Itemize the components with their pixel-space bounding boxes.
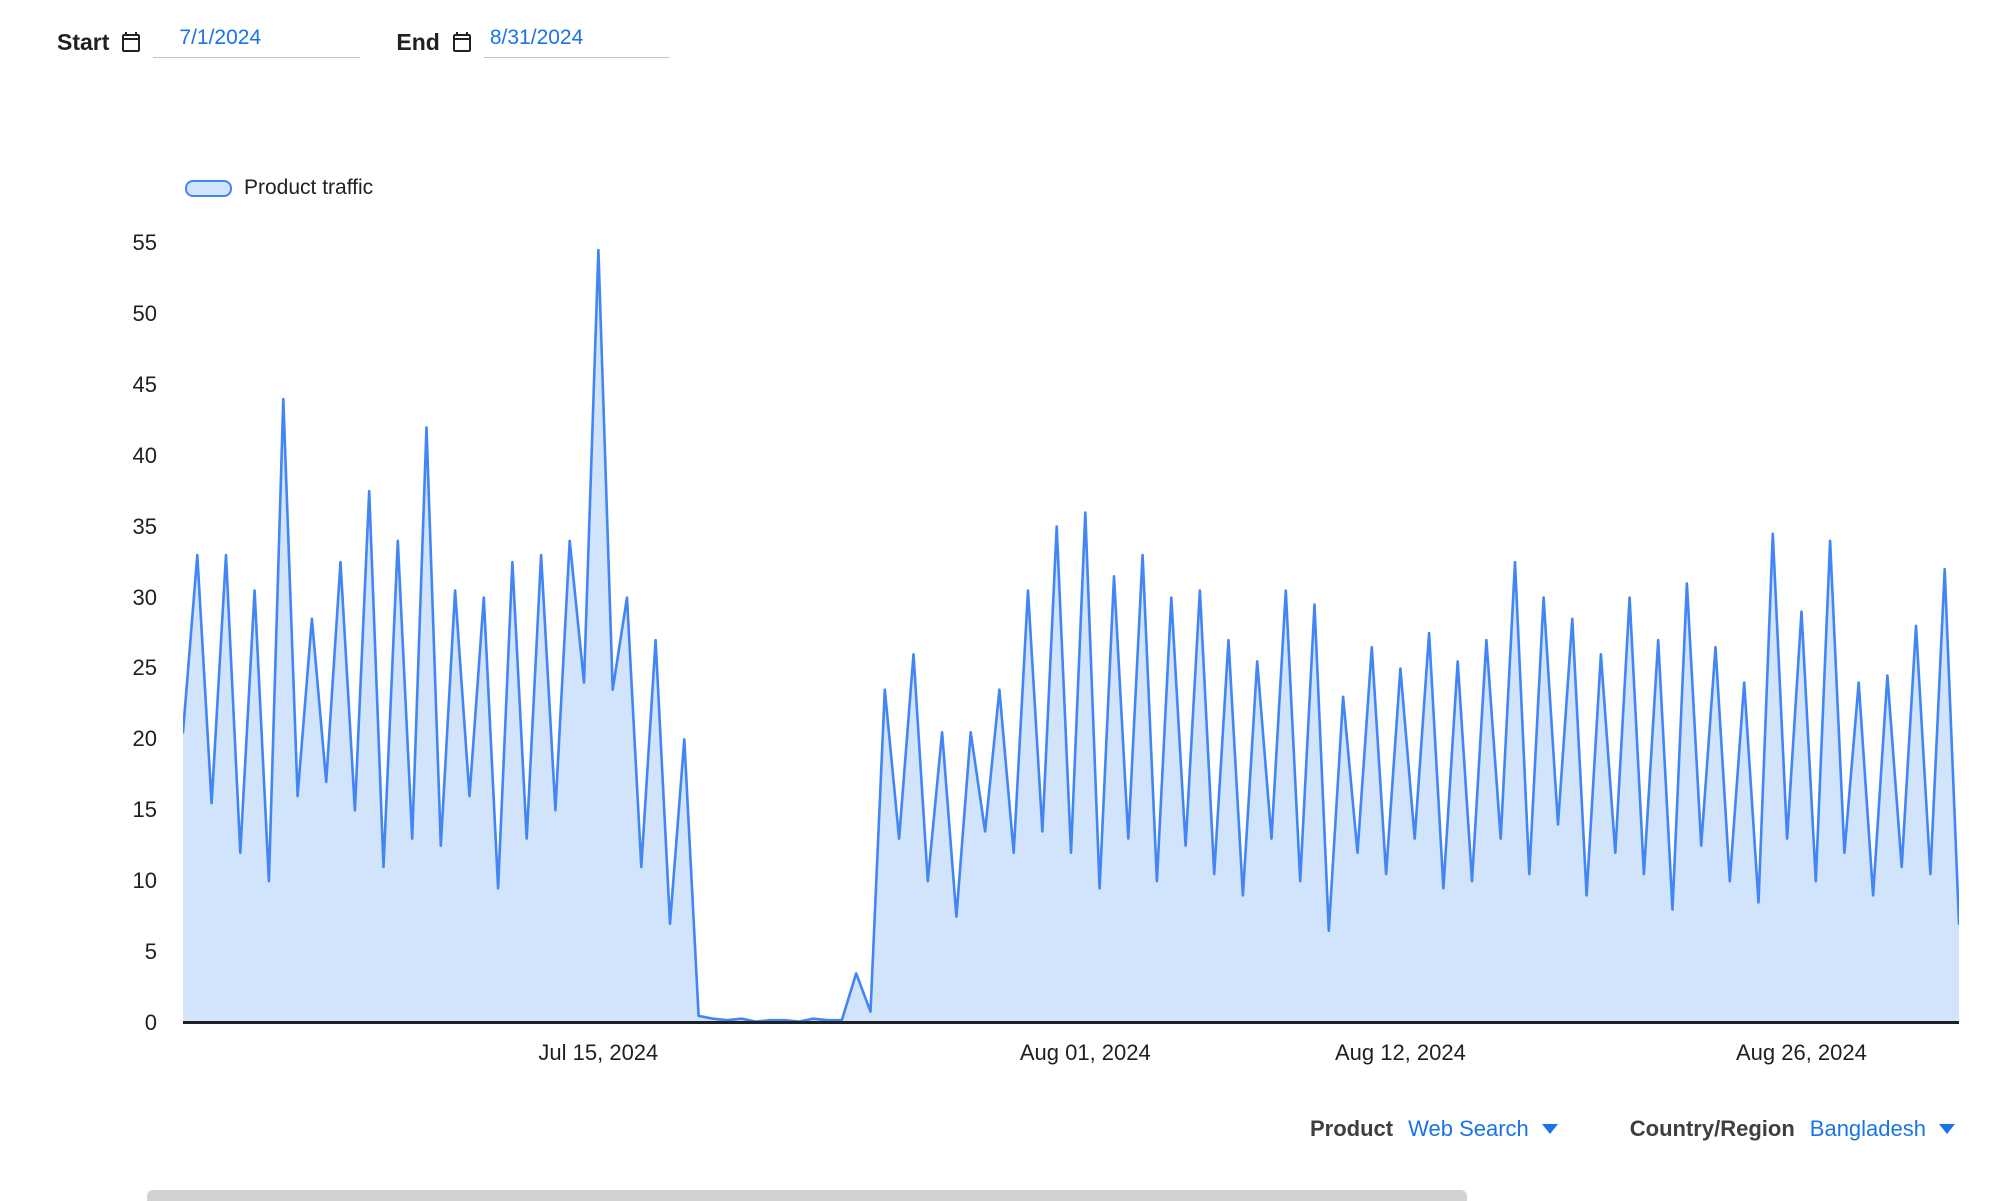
x-axis-label: Aug 26, 2024 [1735, 1040, 1867, 1065]
y-axis-label: 10 [132, 868, 157, 894]
end-calendar-icon[interactable] [450, 30, 474, 54]
product-filter-label: Product [1310, 1116, 1394, 1141]
y-axis-label: 40 [132, 442, 157, 468]
y-axis: 0 5 10 15 20 25 30 35 40 45 50 55 [70, 230, 157, 1035]
country-dropdown[interactable]: Bangladesh [1810, 1116, 1955, 1142]
y-axis-label: 15 [132, 797, 157, 823]
y-axis-label: 25 [132, 655, 157, 681]
y-axis-label: 35 [132, 513, 157, 539]
filters-bar: Product Web Search Country/Region Bangla… [1310, 1116, 1955, 1142]
y-axis-label: 20 [132, 726, 157, 752]
x-axis-line [183, 1021, 1959, 1024]
start-calendar-icon[interactable] [119, 30, 143, 54]
end-date-input[interactable]: 8/31/2024 [483, 26, 670, 58]
chevron-down-icon [1939, 1124, 1955, 1134]
legend-label: Product traffic [244, 176, 374, 199]
area-fill [183, 250, 1959, 1023]
date-range-controls: Start 7/1/2024 End 8/31/2024 [57, 26, 670, 58]
chevron-down-icon [1541, 1124, 1558, 1134]
series-line [183, 248, 1959, 1023]
y-axis-label: 45 [132, 371, 157, 397]
horizontal-scrollbar[interactable] [147, 1190, 1467, 1201]
end-date-label: End [396, 28, 440, 55]
start-date-input[interactable]: 7/1/2024 [153, 26, 361, 58]
country-filter-label: Country/Region [1629, 1116, 1795, 1141]
y-axis-label: 0 [144, 1010, 157, 1035]
x-axis-label: Aug 12, 2024 [1334, 1040, 1466, 1065]
x-axis-label: Aug 01, 2024 [1019, 1040, 1151, 1065]
chart-legend: Product traffic [185, 176, 373, 200]
product-dropdown-value: Web Search [1408, 1116, 1529, 1141]
y-axis-label: 50 [132, 300, 157, 326]
country-dropdown-value: Bangladesh [1809, 1116, 1926, 1141]
start-date-label: Start [57, 28, 110, 55]
y-axis-label: 30 [132, 584, 157, 610]
y-axis-label: 55 [132, 230, 157, 255]
traffic-area-chart[interactable] [183, 243, 1959, 1023]
x-axis-label: Jul 15, 2024 [538, 1040, 659, 1065]
product-dropdown[interactable]: Web Search [1408, 1116, 1558, 1142]
y-axis-label: 5 [144, 939, 157, 965]
legend-swatch-icon [185, 179, 232, 197]
x-axis: Jul 15, 2024 Aug 01, 2024 Aug 12, 2024 Aug … [183, 1040, 1959, 1070]
